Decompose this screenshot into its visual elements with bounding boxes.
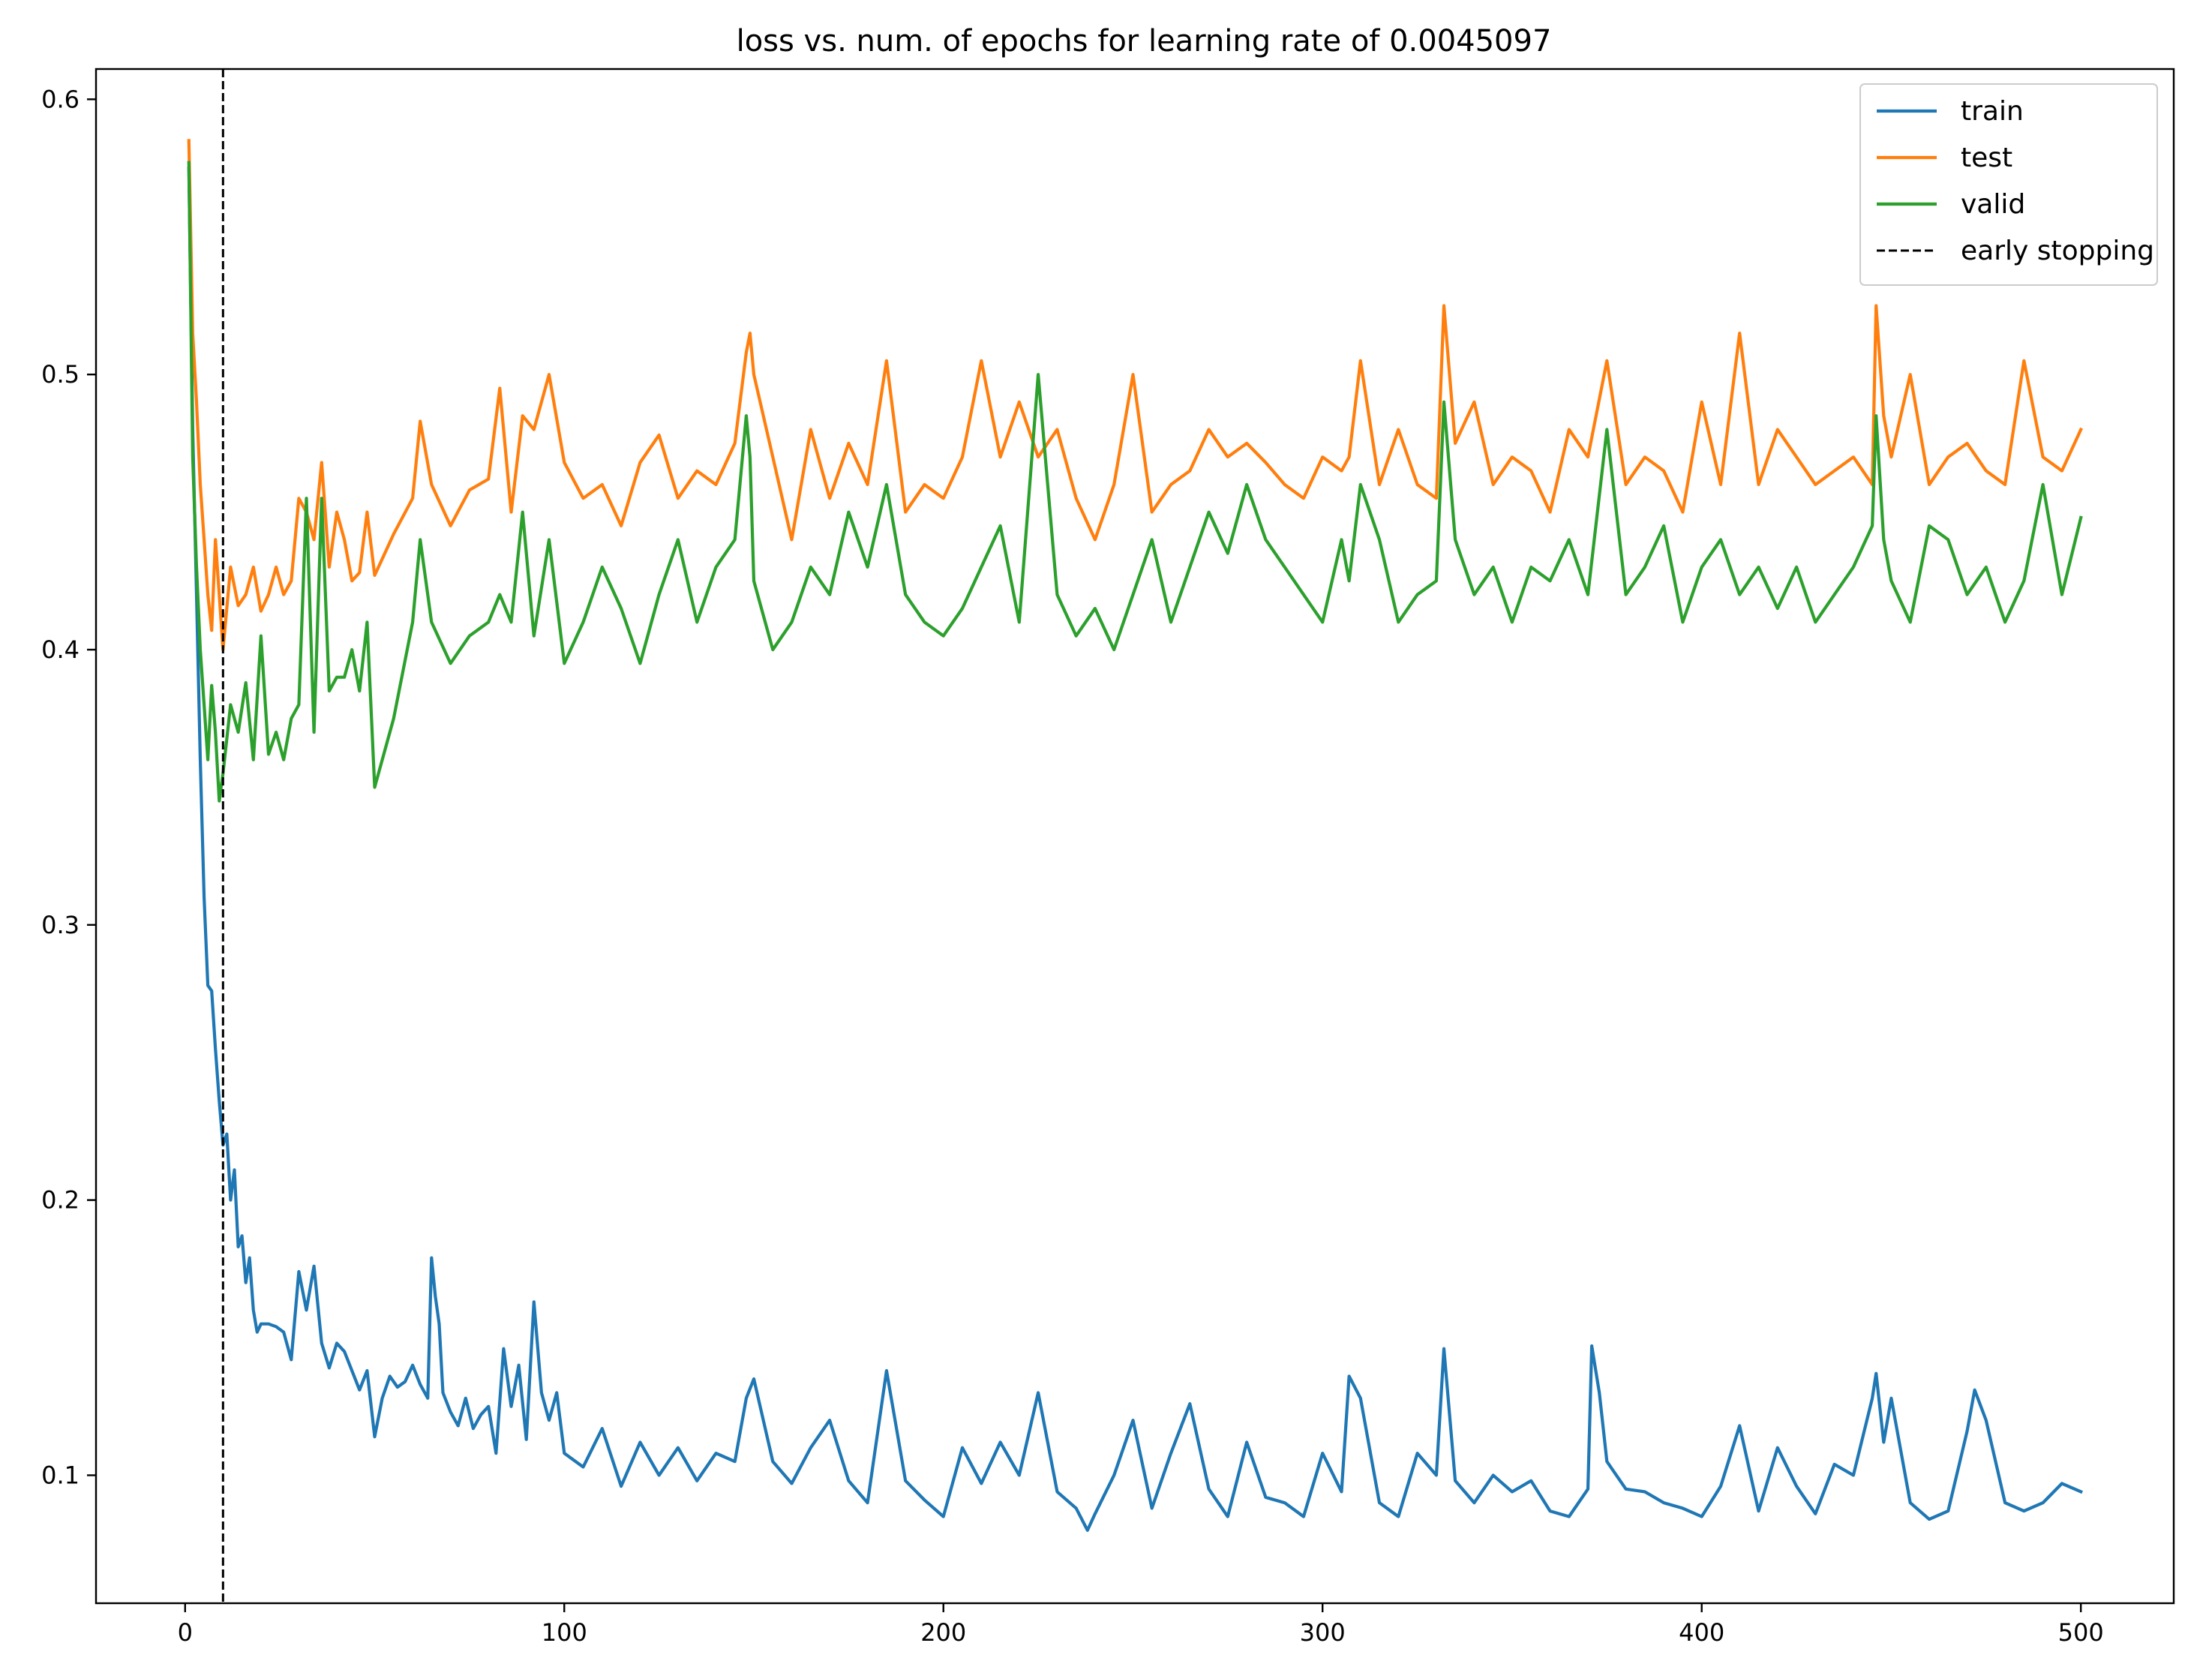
legend-label-valid: valid: [1961, 189, 2025, 220]
y-tick-label: 0.2: [41, 1186, 80, 1215]
chart-title: loss vs. num. of epochs for learning rat…: [737, 24, 1552, 59]
y-tick-label: 0.1: [41, 1461, 80, 1489]
legend-box: [1859, 83, 2158, 286]
axes-layer: 0 100 200 300 400 500 0.1 0.2 0.3 0.4 0.5 0.6: [41, 68, 2175, 1647]
series-line-train: [187, 166, 2083, 1532]
y-tick-label: 0.3: [41, 911, 80, 939]
legend: train test valid early stopping: [1859, 83, 2158, 286]
legend-label-early-stopping: early stopping: [1961, 236, 2154, 266]
plot-frame: [95, 68, 2175, 1605]
series-line-valid: [187, 161, 2083, 803]
x-tick-label: 100: [542, 1618, 587, 1647]
series-line-test: [187, 139, 2083, 652]
x-tick-label: 200: [920, 1618, 966, 1647]
x-tick-label: 0: [178, 1618, 193, 1647]
y-tick-label: 0.4: [41, 635, 80, 664]
y-tick-label: 0.5: [41, 360, 80, 389]
legend-label-test: test: [1961, 143, 2012, 173]
x-tick-label: 300: [1300, 1618, 1346, 1647]
x-tick-label: 500: [2058, 1618, 2104, 1647]
x-tick-label: 400: [1679, 1618, 1724, 1647]
legend-label-train: train: [1961, 96, 2024, 127]
series-layer: [187, 139, 2083, 1532]
y-tick-label: 0.6: [41, 85, 80, 113]
